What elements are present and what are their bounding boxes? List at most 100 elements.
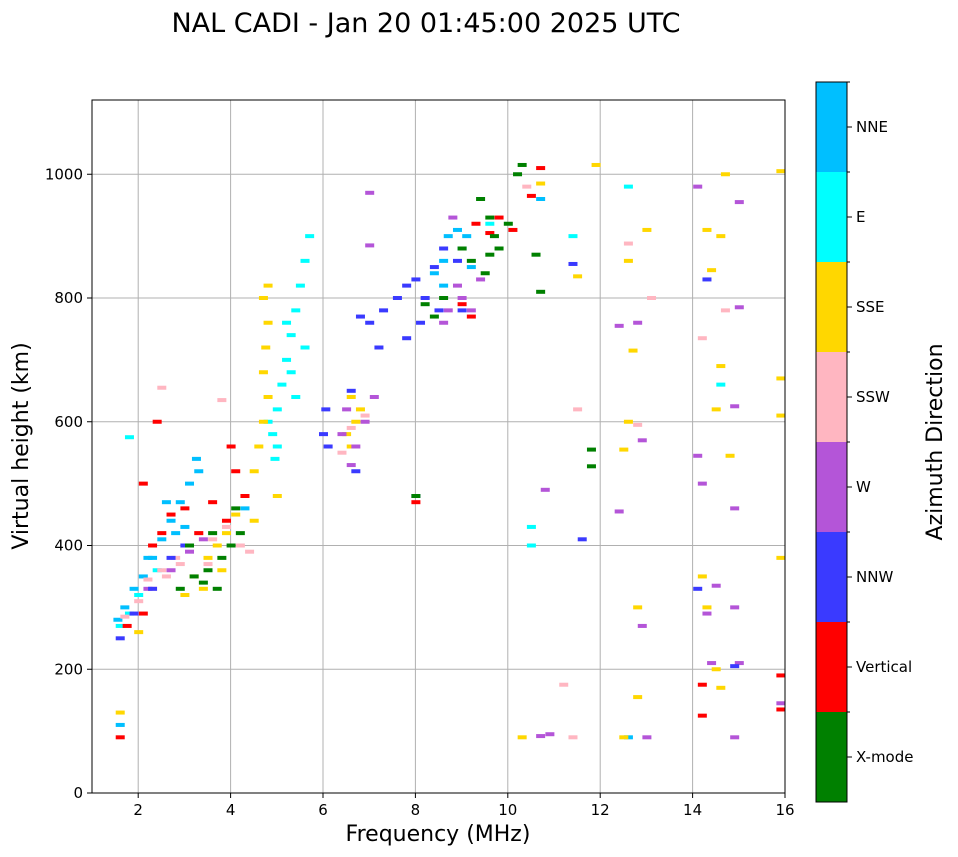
data-point [166,512,176,517]
data-point [730,735,740,740]
data-point [485,252,495,257]
y-tick-label: 400 [54,537,83,555]
series-sse [115,162,786,740]
data-point [494,215,504,220]
data-point [702,227,712,232]
data-point [452,227,462,232]
colorbar-segment [816,622,847,712]
data-point [175,586,185,591]
y-tick-label: 1000 [45,165,83,183]
data-point [212,543,222,548]
data-point [113,617,123,622]
series-w [143,184,786,740]
data-point [420,302,430,307]
data-point [226,444,236,449]
data-point [452,283,462,288]
data-point [702,605,712,610]
data-point [152,419,162,424]
data-point [254,444,264,449]
data-point [462,234,472,239]
data-point [138,611,148,616]
data-point [429,265,439,270]
data-point [300,345,310,350]
y-tick-label: 200 [54,660,83,678]
data-point [429,271,439,276]
data-point [517,162,527,167]
colorbar-title: Azimuth Direction [923,343,948,540]
series-e [115,184,726,628]
data-point [217,568,227,573]
data-point [716,382,726,387]
data-point [485,231,495,236]
data-point [568,261,578,266]
data-point [614,509,624,514]
data-point [157,531,167,536]
data-point [203,568,213,573]
x-tick-label: 14 [683,801,702,819]
data-point [138,574,148,579]
data-point [365,320,375,325]
data-point [734,305,744,310]
data-point [503,221,513,226]
azimuth-colorbar: X-mode Vertical NNW W SSW SSE E NNE [815,81,913,803]
data-point [711,667,721,672]
data-point [466,258,476,263]
data-point [134,599,144,604]
data-point [351,444,361,449]
data-point [208,537,218,542]
data-point [697,481,707,486]
data-point [355,407,365,412]
data-point [134,630,144,635]
data-point [443,234,453,239]
data-point [526,543,536,548]
data-point [258,419,268,424]
data-point [716,364,726,369]
data-point [457,296,467,300]
data-point [720,308,730,313]
data-point [623,184,633,189]
data-point [725,453,735,458]
data-point [198,586,208,591]
data-point [776,376,786,381]
data-point [120,614,130,619]
colorbar-segment [816,712,847,802]
data-point [240,506,250,511]
data-point [231,506,241,511]
data-point [122,623,132,628]
data-point [148,555,158,560]
data-point [323,444,333,449]
data-point [591,162,601,167]
data-point [776,413,786,418]
data-point [198,537,208,542]
data-point [628,348,638,353]
x-axis-label: Frequency (MHz) [346,822,531,847]
data-point [697,574,707,579]
x-tick-label: 6 [318,801,328,819]
data-point [365,243,375,248]
colorbar-segment [816,442,847,532]
series-vertical [115,166,786,740]
data-point [203,562,213,567]
data-point [637,438,647,443]
data-point [536,166,546,171]
data-point [342,407,352,412]
data-point [235,531,245,536]
colorbar-segment [816,262,847,352]
data-point [342,432,352,437]
data-point [221,524,231,529]
x-axis-ticks: 2 4 6 8 10 12 14 16 [133,793,795,819]
plot-background [92,100,785,793]
data-point [439,296,449,300]
data-point [439,283,449,288]
colorbar-label: NNE [856,118,888,136]
data-point [321,407,331,412]
data-point [346,395,356,399]
y-axis-ticks: 0 200 400 600 800 1000 [45,165,92,802]
data-point [466,265,476,270]
y-tick-label: 800 [54,289,83,307]
data-point [351,419,361,424]
data-point [272,494,282,498]
data-point [221,518,231,523]
data-point [226,543,236,548]
data-point [647,296,657,300]
